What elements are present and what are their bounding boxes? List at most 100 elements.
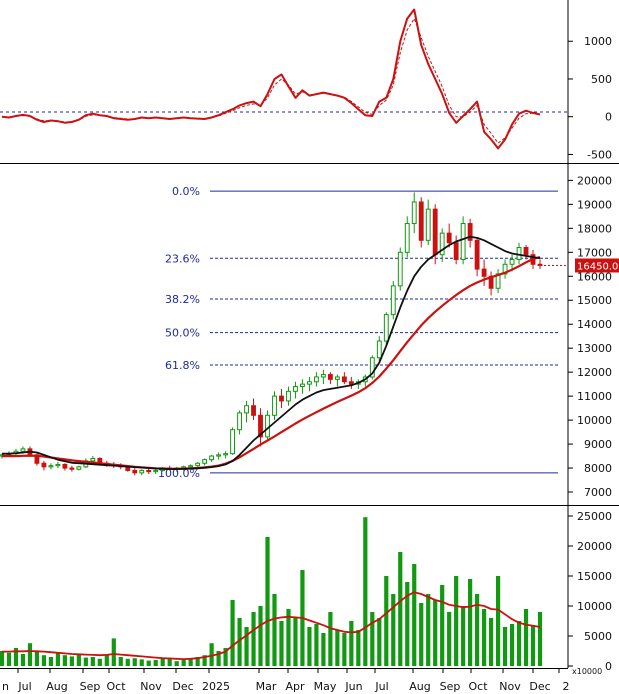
volume-bar (104, 655, 109, 666)
volume-bar (509, 624, 515, 666)
x-tick-label: Nov (499, 680, 521, 693)
candle-body (195, 462, 201, 467)
volume-bar (230, 600, 235, 666)
price-ma-long (2, 256, 541, 470)
volume-bar (335, 630, 340, 666)
volume-bar (181, 660, 186, 666)
candle-body (411, 201, 417, 225)
volume-bar (146, 660, 151, 666)
x-tick-label: Nov (140, 680, 162, 693)
candle-body (216, 454, 222, 457)
volume-bar (454, 576, 459, 666)
candle-body (279, 395, 284, 402)
price-tick-label: 8000 (584, 462, 612, 475)
candle-body (69, 467, 75, 470)
candle-body (516, 247, 522, 260)
candle-body (376, 340, 382, 359)
candle-body (265, 414, 270, 438)
volume-bar (223, 648, 228, 666)
price-tick-label: 10000 (577, 414, 612, 427)
volume-bar (391, 594, 396, 666)
last-price-box (575, 258, 619, 273)
candle-body (223, 453, 229, 456)
volume-bar (48, 657, 54, 666)
volume-bar (62, 655, 67, 666)
volume-bar (293, 618, 298, 666)
volume-bar (55, 652, 60, 666)
candle-body (62, 463, 68, 469)
candle-body (272, 395, 277, 416)
candle-body (237, 412, 242, 431)
oscillator-signal-line (1, 18, 541, 144)
fib-label: 23.6% (165, 252, 200, 265)
volume-bar (118, 657, 123, 666)
volume-bars (0, 517, 543, 666)
candle-body (439, 232, 445, 256)
price-tick-label: 9000 (584, 438, 612, 451)
volume-bar (370, 612, 375, 666)
oscillator-tick-label: 500 (591, 73, 612, 86)
candle-body (313, 376, 319, 383)
volume-bar (433, 600, 438, 666)
price-tick-label: 11000 (577, 390, 612, 403)
oscillator-panel: 1000 500 0 -500 (0, 8, 612, 161)
volume-bar (34, 650, 40, 666)
volume-bar (530, 625, 536, 666)
candle-body (230, 429, 235, 455)
fib-label: 100.0% (158, 467, 200, 480)
volume-bar (90, 657, 95, 666)
candle-body (139, 469, 145, 474)
volume-bar (0, 651, 5, 666)
volume-bar (537, 612, 543, 666)
volume-bar (398, 552, 403, 666)
fibonacci-levels: 0.0% 23.6% 38.2% 50.0% 61.8% 100.0% (158, 185, 558, 480)
candle-body (418, 201, 424, 241)
volume-bar (447, 612, 452, 666)
x-tick-label: May (314, 680, 337, 693)
candle-body (76, 466, 82, 470)
volume-bar (251, 612, 256, 666)
candle-body (467, 223, 473, 241)
x-tick-label: Jul (374, 680, 388, 693)
candle-body (55, 463, 61, 467)
x-tick-label: Mar (256, 680, 277, 693)
candle-body (286, 390, 291, 402)
volume-tick-label: 25000 (577, 510, 612, 523)
volume-bar (83, 657, 88, 666)
volume-unit-label: x10000 (572, 667, 602, 676)
volume-bar (6, 652, 12, 666)
volume-bar (69, 656, 74, 666)
candle-body (48, 465, 54, 468)
candle-body (202, 459, 208, 464)
volume-bar (125, 658, 130, 666)
x-tick-label: n (2, 680, 9, 693)
fib-label: 38.2% (165, 293, 200, 306)
price-y-axis: 20000 19000 18000 17000 16000 15000 14000 13000… (568, 174, 612, 499)
x-tick-label: Sep (440, 680, 461, 693)
candle-body (369, 357, 375, 378)
price-tick-label: 18000 (577, 222, 612, 235)
x-axis: n Jul Aug Sep Oct Nov Dec 2025 Mar Apr May Jun Jul Au… (2, 668, 570, 693)
candle-body (244, 405, 249, 414)
candle-body (132, 469, 138, 474)
volume-bar (41, 655, 47, 666)
x-tick-label: Apr (285, 680, 305, 693)
candle-body (258, 414, 263, 438)
x-tick-label: 2025 (202, 680, 230, 693)
x-tick-label: Dec (529, 680, 550, 693)
candle-body (383, 314, 389, 342)
volume-bar (502, 627, 508, 666)
oscillator-tick-label: 1000 (584, 35, 612, 48)
volume-bar (202, 655, 207, 666)
volume-bar (468, 579, 473, 666)
candle-body (460, 223, 466, 260)
volume-bar (405, 582, 410, 666)
volume-bar (13, 648, 19, 666)
candle-body (397, 251, 403, 287)
candlestick-series (0, 192, 543, 476)
volume-bar (482, 609, 487, 666)
x-tick-label: 2 (563, 680, 570, 693)
price-tick-label: 12000 (577, 366, 612, 379)
volume-tick-label: 5000 (584, 630, 612, 643)
volume-bar (440, 585, 445, 666)
